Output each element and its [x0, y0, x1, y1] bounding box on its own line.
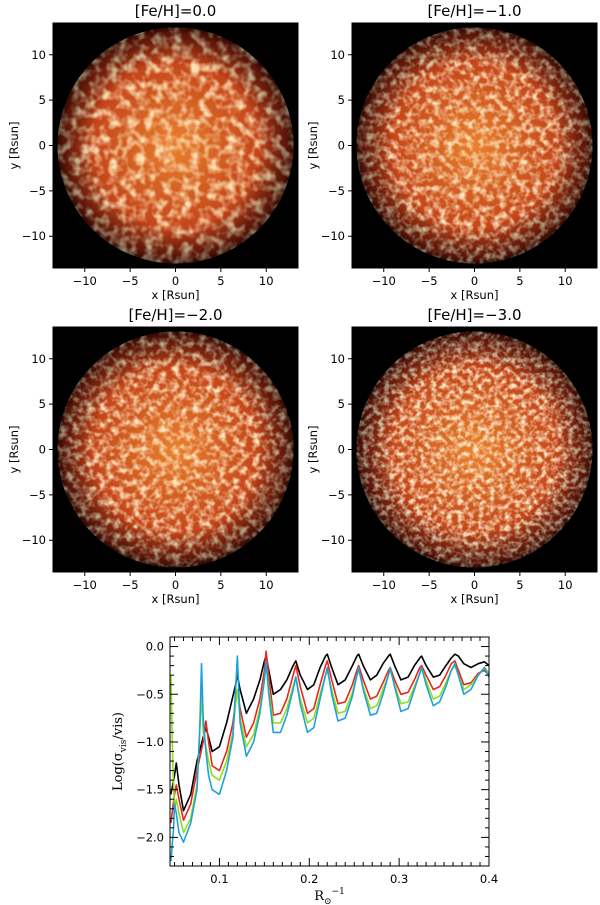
y-tick-label: −10	[321, 533, 345, 547]
y-tick-label: −10	[22, 229, 46, 243]
x-tick-label: 0	[471, 274, 478, 288]
x-tick-label: 10	[259, 578, 274, 592]
panel-title: [Fe/H]=−1.0	[427, 2, 521, 20]
x-tick-label: 0	[172, 274, 179, 288]
y-tick-label: −1.5	[136, 783, 164, 797]
y-tick-label: −5	[29, 488, 46, 502]
panel-title: [Fe/H]=−2.0	[128, 306, 222, 324]
y-axis-label: y [Rsun]	[306, 426, 320, 474]
x-tick-label: −10	[372, 274, 396, 288]
x-tick-label: 0.3	[390, 872, 408, 886]
y-tick-label: 5	[39, 397, 46, 411]
x-tick-label: −5	[421, 274, 438, 288]
x-tick-label: 0.2	[300, 872, 318, 886]
y-tick-label: −10	[22, 533, 46, 547]
y-tick-label: 5	[39, 93, 46, 107]
x-tick-label: 5	[516, 274, 523, 288]
y-tick-label: 5	[338, 397, 345, 411]
panel-3: [Fe/H]=−2.0 −10 −5 0 5 10 −10 −5 0 5 10 x [Rsun] y […	[7, 306, 299, 606]
limb-darkening	[356, 331, 593, 568]
x-tick-label: 0.1	[210, 872, 228, 886]
y-tick-label: 10	[31, 352, 46, 366]
y-tick-label: 0.0	[146, 640, 164, 654]
x-axis-label: x [Rsun]	[451, 592, 499, 606]
line-plot: 0.1 0.2 0.3 0.4 −2.0 −1.5 −1.0 −0.5 0.0 R⊙−1 Log(σ…	[111, 636, 498, 905]
panel-title: [Fe/H]=0.0	[135, 2, 217, 20]
x-tick-label: 0	[172, 578, 179, 592]
panel-2: [Fe/H]=−1.0 −10 −5 0 5 10 −10 −5 0 5 10 x [Rsun] y […	[306, 2, 598, 302]
y-tick-label: −1.0	[136, 735, 164, 749]
plot-area	[170, 637, 489, 866]
y-tick-label: −0.5	[136, 687, 164, 701]
y-tick-label: 10	[330, 48, 345, 62]
x-tick-label: 5	[217, 578, 224, 592]
series-line-2	[170, 650, 489, 824]
x-axis-label: R⊙−1	[314, 887, 345, 905]
y-tick-label: 10	[330, 352, 345, 366]
series-line-4	[170, 655, 489, 862]
y-tick-label: 10	[31, 48, 46, 62]
x-tick-label: 0.4	[480, 872, 498, 886]
limb-darkening	[57, 27, 294, 264]
limb-darkening	[356, 27, 593, 264]
panel-title: [Fe/H]=−3.0	[427, 306, 521, 324]
y-tick-label: 0	[39, 443, 46, 457]
y-tick-label: 0	[39, 139, 46, 153]
x-tick-label: −10	[73, 274, 97, 288]
y-axis-label: Log(σvis/vis)	[111, 712, 129, 791]
series-line-3	[170, 662, 489, 834]
x-tick-label: 0	[471, 578, 478, 592]
y-tick-label: −2.0	[136, 830, 164, 844]
x-tick-label: 10	[259, 274, 274, 288]
x-tick-label: 10	[558, 578, 573, 592]
x-tick-label: 5	[516, 578, 523, 592]
x-tick-label: −10	[372, 578, 396, 592]
y-tick-label: 0	[338, 443, 345, 457]
x-tick-label: −10	[73, 578, 97, 592]
y-axis-label: y [Rsun]	[7, 426, 21, 474]
y-tick-label: 0	[338, 139, 345, 153]
x-tick-label: 5	[217, 274, 224, 288]
y-tick-label: −5	[29, 184, 46, 198]
y-axis-label: y [Rsun]	[7, 122, 21, 170]
series-line-1	[170, 653, 489, 812]
x-axis-label: x [Rsun]	[152, 288, 200, 302]
y-tick-label: 5	[338, 93, 345, 107]
limb-darkening	[57, 331, 294, 568]
series-group	[170, 650, 489, 862]
panel-1: [Fe/H]=0.0 −10 −5 0 5 10 −10 −5 0 5 10 x [Rsun] y [R…	[7, 2, 299, 302]
x-tick-label: −5	[122, 274, 139, 288]
y-tick-label: −5	[328, 488, 345, 502]
y-tick-label: −5	[328, 184, 345, 198]
x-tick-label: 10	[558, 274, 573, 288]
y-axis-label: y [Rsun]	[306, 122, 320, 170]
x-tick-label: −5	[421, 578, 438, 592]
y-tick-label: −10	[321, 229, 345, 243]
x-axis-label: x [Rsun]	[451, 288, 499, 302]
x-axis-label: x [Rsun]	[152, 592, 200, 606]
panel-4: [Fe/H]=−3.0 −10 −5 0 5 10 −10 −5 0 5 10 x [Rsun] y […	[306, 306, 598, 606]
x-tick-label: −5	[122, 578, 139, 592]
